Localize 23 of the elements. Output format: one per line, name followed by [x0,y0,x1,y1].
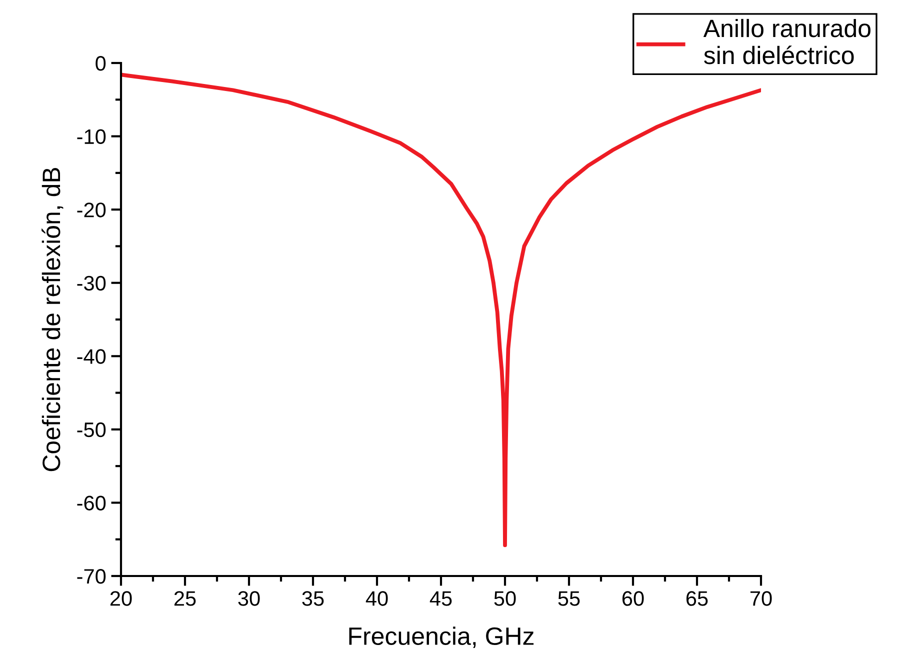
y-tick-label: -30 [77,276,106,291]
y-tick-label: 0 [96,56,106,71]
y-tick-label: -70 [77,569,106,584]
line-series [121,72,761,548]
x-tick-label: 60 [622,591,644,606]
y-tick-label: -60 [77,496,106,510]
x-tick-label: 70 [750,591,772,606]
x-tick-label: 35 [302,591,324,606]
y-tick-label: -40 [77,349,106,364]
y-tick-label: -20 [77,202,106,218]
x-tick-label: 55 [558,591,580,606]
y-axis-title: Coeficiente de reflexión, dB [42,168,64,472]
legend-label: Anillo ranurado sin dieléctrico [703,18,870,64]
x-tick-label: 40 [366,591,388,606]
x-axis-title: Frecuencia, GHz [349,626,534,648]
x-tick-label: 20 [110,591,132,606]
x-tick-label: 50 [494,591,516,606]
x-tick-label: 45 [430,591,452,606]
x-tick-label: 30 [238,591,260,606]
y-tick-label: -50 [77,422,106,438]
x-tick-label: 65 [686,591,708,606]
y-tick-label: -10 [77,129,106,144]
x-tick-label: 25 [174,591,196,606]
